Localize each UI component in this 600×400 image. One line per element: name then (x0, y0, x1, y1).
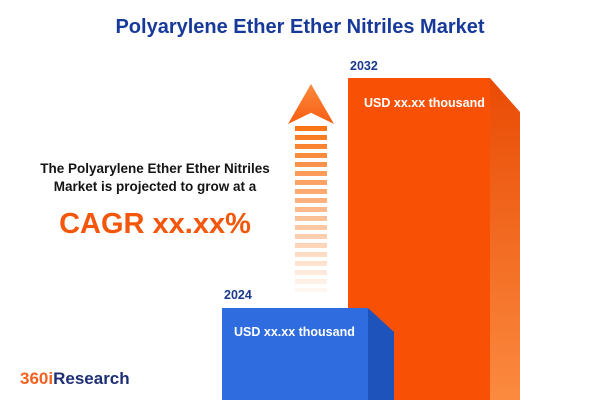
brand-logo-suffix: Research (53, 369, 130, 388)
brand-logo: 360iResearch (20, 369, 130, 389)
brand-logo-prefix: 360i (20, 369, 54, 388)
page-title: Polyarylene Ether Ether Nitriles Market (115, 16, 485, 38)
description-line-2: Market is projected to grow at a (53, 178, 257, 194)
bar-2024-value-label: USD xx.xx thousand (234, 325, 355, 339)
description-block: The Polyarylene Ether Ether Nitriles Mar… (14, 160, 296, 243)
bar-2032-year-label: 2032 (350, 59, 378, 73)
cagr-value: CAGR xx.xx% (59, 207, 251, 240)
description-line-1: The Polyarylene Ether Ether Nitriles (40, 161, 270, 176)
growth-arrow-head-icon (288, 84, 334, 124)
bar-2032-side-face (490, 78, 520, 400)
bar-2032-value-label: USD xx.xx thousand (364, 96, 485, 110)
bar-2024 (222, 308, 368, 400)
bar-2024-year-label: 2024 (224, 288, 252, 302)
growth-arrow-stripes-icon (295, 126, 327, 292)
